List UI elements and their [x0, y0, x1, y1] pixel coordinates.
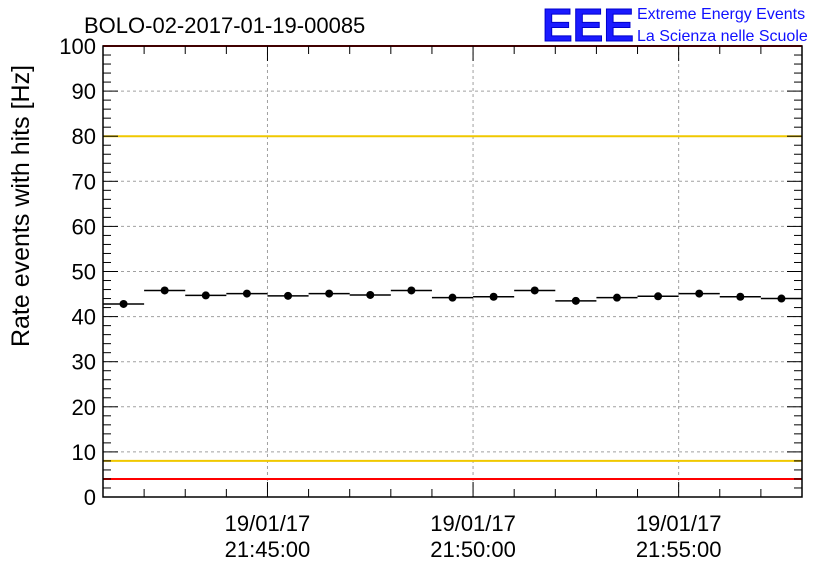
data-point	[571, 296, 580, 305]
x-tick-time: 21:50:00	[430, 537, 516, 562]
y-axis-label: Rate events with hits [Hz]	[7, 65, 35, 347]
y-tick-label: 60	[72, 214, 96, 239]
y-tick-label: 0	[84, 485, 96, 510]
y-tick-label: 40	[72, 305, 96, 330]
y-tick-label: 10	[72, 440, 96, 465]
data-point	[612, 293, 621, 302]
logo-line-1: Extreme Energy Events	[637, 6, 805, 23]
y-tick-label: 90	[72, 79, 96, 104]
data-point	[530, 286, 539, 295]
data-point	[407, 286, 416, 295]
x-tick-time: 21:45:00	[225, 537, 311, 562]
data-point	[325, 289, 334, 298]
data-point	[284, 291, 293, 300]
logo-line-2: La Scienza nelle Scuole	[637, 28, 808, 45]
y-tick-label: 80	[72, 124, 96, 149]
data-point	[489, 292, 498, 301]
data-point	[201, 291, 210, 300]
chart-title: BOLO-02-2017-01-19-00085	[84, 13, 365, 38]
eee-logo: EEE	[542, 0, 634, 51]
data-point	[736, 292, 745, 301]
y-tick-label: 30	[72, 350, 96, 375]
x-tick-time: 21:55:00	[636, 537, 722, 562]
y-tick-label: 20	[72, 395, 96, 420]
data-point	[366, 290, 375, 299]
data-point	[119, 299, 128, 308]
y-tick-label: 100	[59, 34, 96, 59]
data-point	[654, 292, 663, 301]
x-tick-date: 19/01/17	[225, 511, 311, 536]
data-point	[695, 289, 704, 298]
y-tick-label: 50	[72, 260, 96, 285]
data-point	[242, 289, 251, 298]
y-tick-label: 70	[72, 169, 96, 194]
x-tick-date: 19/01/17	[430, 511, 516, 536]
data-point	[777, 294, 786, 303]
data-point	[160, 286, 169, 295]
data-point	[448, 293, 457, 302]
x-tick-date: 19/01/17	[636, 511, 722, 536]
